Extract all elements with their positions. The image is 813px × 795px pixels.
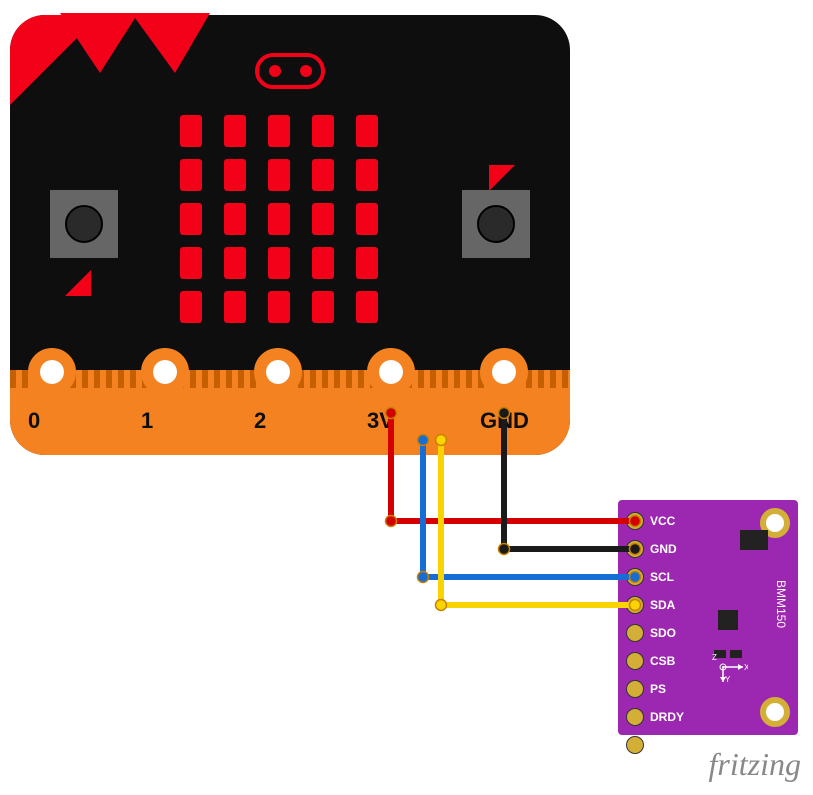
eye-icon — [300, 65, 312, 77]
pin-ring-3v[interactable] — [367, 348, 415, 396]
sensor-pin-label: INT — [650, 738, 669, 752]
sensor-pin-header: VCC GND SCL SDA SDO CSB PS DRDY INT — [626, 510, 684, 756]
led — [224, 291, 246, 323]
wiring-diagram: 0 1 2 3V GND VCC GND SCL SDA SDO CSB PS DRDY INT BMM… — [0, 0, 813, 795]
sensor-name-label: BMM150 — [774, 580, 788, 628]
sensor-pin-label: CSB — [650, 654, 675, 668]
svg-text:Y: Y — [725, 675, 731, 682]
sensor-pin-label: SDO — [650, 626, 676, 640]
led — [224, 247, 246, 279]
sensor-pin-sdo[interactable]: SDO — [626, 622, 684, 644]
decor-mark — [65, 270, 91, 296]
sensor-pad — [626, 596, 644, 614]
mount-hole — [760, 697, 790, 727]
led — [356, 115, 378, 147]
led — [356, 203, 378, 235]
sensor-pin-sda[interactable]: SDA — [626, 594, 684, 616]
sensor-pin-label: DRDY — [650, 710, 684, 724]
decor-zigzag — [60, 13, 280, 83]
pin-ring-0[interactable] — [28, 348, 76, 396]
sensor-pin-scl[interactable]: SCL — [626, 566, 684, 588]
sensor-pin-drdy[interactable]: DRDY — [626, 706, 684, 728]
led — [224, 115, 246, 147]
led — [312, 291, 334, 323]
pin-label: 1 — [141, 408, 153, 434]
fritzing-watermark: fritzing — [709, 746, 801, 783]
sensor-pin-label: GND — [650, 542, 677, 556]
led — [180, 203, 202, 235]
decor-mark — [489, 165, 515, 191]
sensor-pad — [626, 568, 644, 586]
led — [312, 159, 334, 191]
sensor-pin-gnd[interactable]: GND — [626, 538, 684, 560]
pin-ring-gnd[interactable] — [480, 348, 528, 396]
microbit-board: 0 1 2 3V GND — [10, 15, 570, 455]
led — [356, 247, 378, 279]
led — [268, 291, 290, 323]
sensor-pad — [626, 708, 644, 726]
sensor-pin-int[interactable]: INT — [626, 734, 684, 756]
led — [356, 291, 378, 323]
pin-label: 0 — [28, 408, 40, 434]
button-a[interactable] — [50, 190, 118, 258]
led — [312, 115, 334, 147]
pin-label: GND — [480, 408, 529, 434]
pin-ring-1[interactable] — [141, 348, 189, 396]
pin-label: 2 — [254, 408, 266, 434]
led — [268, 159, 290, 191]
led — [180, 291, 202, 323]
led — [268, 115, 290, 147]
edge-connector: 0 1 2 3V GND — [10, 370, 570, 455]
led — [312, 247, 334, 279]
sensor-pad — [626, 624, 644, 642]
svg-text:Z: Z — [712, 653, 717, 662]
led — [180, 115, 202, 147]
sensor-pin-vcc[interactable]: VCC — [626, 510, 684, 532]
sensor-pin-label: SDA — [650, 598, 675, 612]
led — [180, 159, 202, 191]
wire-sda — [441, 440, 635, 605]
sensor-pin-label: PS — [650, 682, 666, 696]
led — [224, 159, 246, 191]
sensor-pin-label: SCL — [650, 570, 674, 584]
svg-text:X: X — [744, 663, 748, 672]
chip-icon — [718, 610, 738, 630]
sensor-pad — [626, 736, 644, 754]
led-matrix — [180, 115, 378, 323]
pin-label: 3V — [367, 408, 394, 434]
sensor-pad — [626, 680, 644, 698]
sensor-pad — [626, 652, 644, 670]
eye-icon — [269, 65, 281, 77]
led — [356, 159, 378, 191]
sensor-pin-label: VCC — [650, 514, 675, 528]
wire-scl — [423, 440, 635, 577]
chip-icon — [740, 530, 768, 550]
button-b[interactable] — [462, 190, 530, 258]
pin-ring-2[interactable] — [254, 348, 302, 396]
led — [224, 203, 246, 235]
axis-indicator: X Y Z — [708, 642, 748, 685]
led — [268, 203, 290, 235]
sensor-pin-csb[interactable]: CSB — [626, 650, 684, 672]
led — [180, 247, 202, 279]
bmm150-board: VCCGNDSCLSDASDOCSBPSDRDYINT BMM150 X Y Z — [618, 500, 798, 735]
led — [312, 203, 334, 235]
microbit-face — [255, 53, 325, 89]
led — [268, 247, 290, 279]
sensor-pin-ps[interactable]: PS — [626, 678, 684, 700]
sensor-pad — [626, 512, 644, 530]
sensor-pad — [626, 540, 644, 558]
